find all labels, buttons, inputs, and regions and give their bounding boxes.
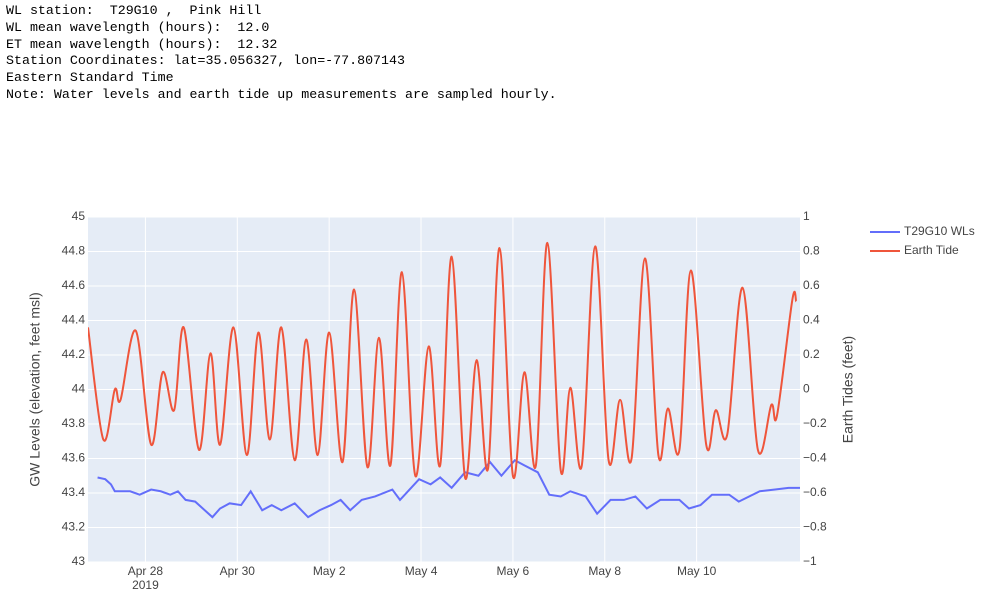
y2-tick-label: −0.2 bbox=[803, 416, 827, 430]
x-tick-label: Apr 30 bbox=[220, 564, 256, 578]
y-tick-label: 44 bbox=[72, 382, 86, 396]
header-line: WL station: T29G10 , Pink Hill bbox=[6, 3, 262, 18]
series-line bbox=[88, 241, 798, 480]
series-line bbox=[97, 458, 800, 519]
y-tick-label: 43.2 bbox=[62, 520, 86, 534]
x-tick-label: May 4 bbox=[405, 564, 438, 578]
x-tick-label: May 8 bbox=[588, 564, 621, 578]
x-tick-label: Apr 28 bbox=[128, 564, 164, 578]
legend-item[interactable]: Earth Tide bbox=[870, 243, 959, 257]
y2-tick-label: 1 bbox=[803, 209, 810, 223]
legend-label: T29G10 WLs bbox=[904, 224, 975, 238]
y2-tick-label: 0.8 bbox=[803, 244, 820, 258]
y-tick-label: 44.2 bbox=[62, 347, 86, 361]
y2-tick-label: −1 bbox=[803, 554, 817, 568]
header-line: Note: Water levels and earth tide up mea… bbox=[6, 86, 557, 102]
x-tick-label: May 2 bbox=[313, 564, 346, 578]
y2-tick-label: 0.2 bbox=[803, 347, 820, 361]
header-line: WL mean wavelength (hours): 12.0 bbox=[6, 19, 270, 35]
y-tick-label: 45 bbox=[72, 209, 86, 223]
y2-tick-label: −0.8 bbox=[803, 520, 827, 534]
legend-label: Earth Tide bbox=[904, 243, 959, 257]
y2-tick-label: −0.6 bbox=[803, 485, 827, 499]
x-tick-label: May 10 bbox=[677, 564, 717, 578]
y-tick-label: 43 bbox=[72, 554, 86, 568]
y-tick-label: 43.4 bbox=[62, 485, 86, 499]
y-tick-label: 43.8 bbox=[62, 416, 86, 430]
y-tick-label: 44.6 bbox=[62, 278, 86, 292]
header-line: Eastern Standard Time bbox=[6, 70, 174, 86]
x-axis-year: 2019 bbox=[132, 578, 159, 592]
y2-tick-label: 0.4 bbox=[803, 313, 820, 327]
header-line: Station Coordinates: lat=35.056327, lon=… bbox=[6, 53, 405, 69]
y-tick-label: 44.8 bbox=[62, 244, 86, 258]
y2-axis-title: Earth Tides (feet) bbox=[840, 336, 856, 443]
y-tick-label: 43.6 bbox=[62, 451, 86, 465]
y-axis-title: GW Levels (elevation, feet msl) bbox=[27, 292, 43, 487]
x-tick-label: May 6 bbox=[497, 564, 530, 578]
y2-tick-label: 0.6 bbox=[803, 278, 820, 292]
legend-item[interactable]: T29G10 WLs bbox=[870, 224, 975, 238]
header: WL station: T29G10 , Pink Hill WL mean wa… bbox=[6, 3, 557, 104]
y-tick-label: 44.4 bbox=[62, 313, 86, 327]
y2-tick-label: 0 bbox=[803, 382, 810, 396]
header-line: ET mean wavelength (hours): 12.32 bbox=[6, 36, 278, 52]
y2-tick-label: −0.4 bbox=[803, 451, 827, 465]
